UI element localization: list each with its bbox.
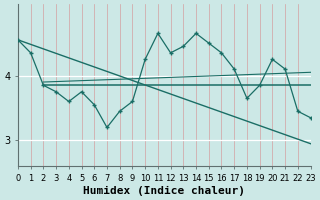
X-axis label: Humidex (Indice chaleur): Humidex (Indice chaleur)	[83, 186, 245, 196]
